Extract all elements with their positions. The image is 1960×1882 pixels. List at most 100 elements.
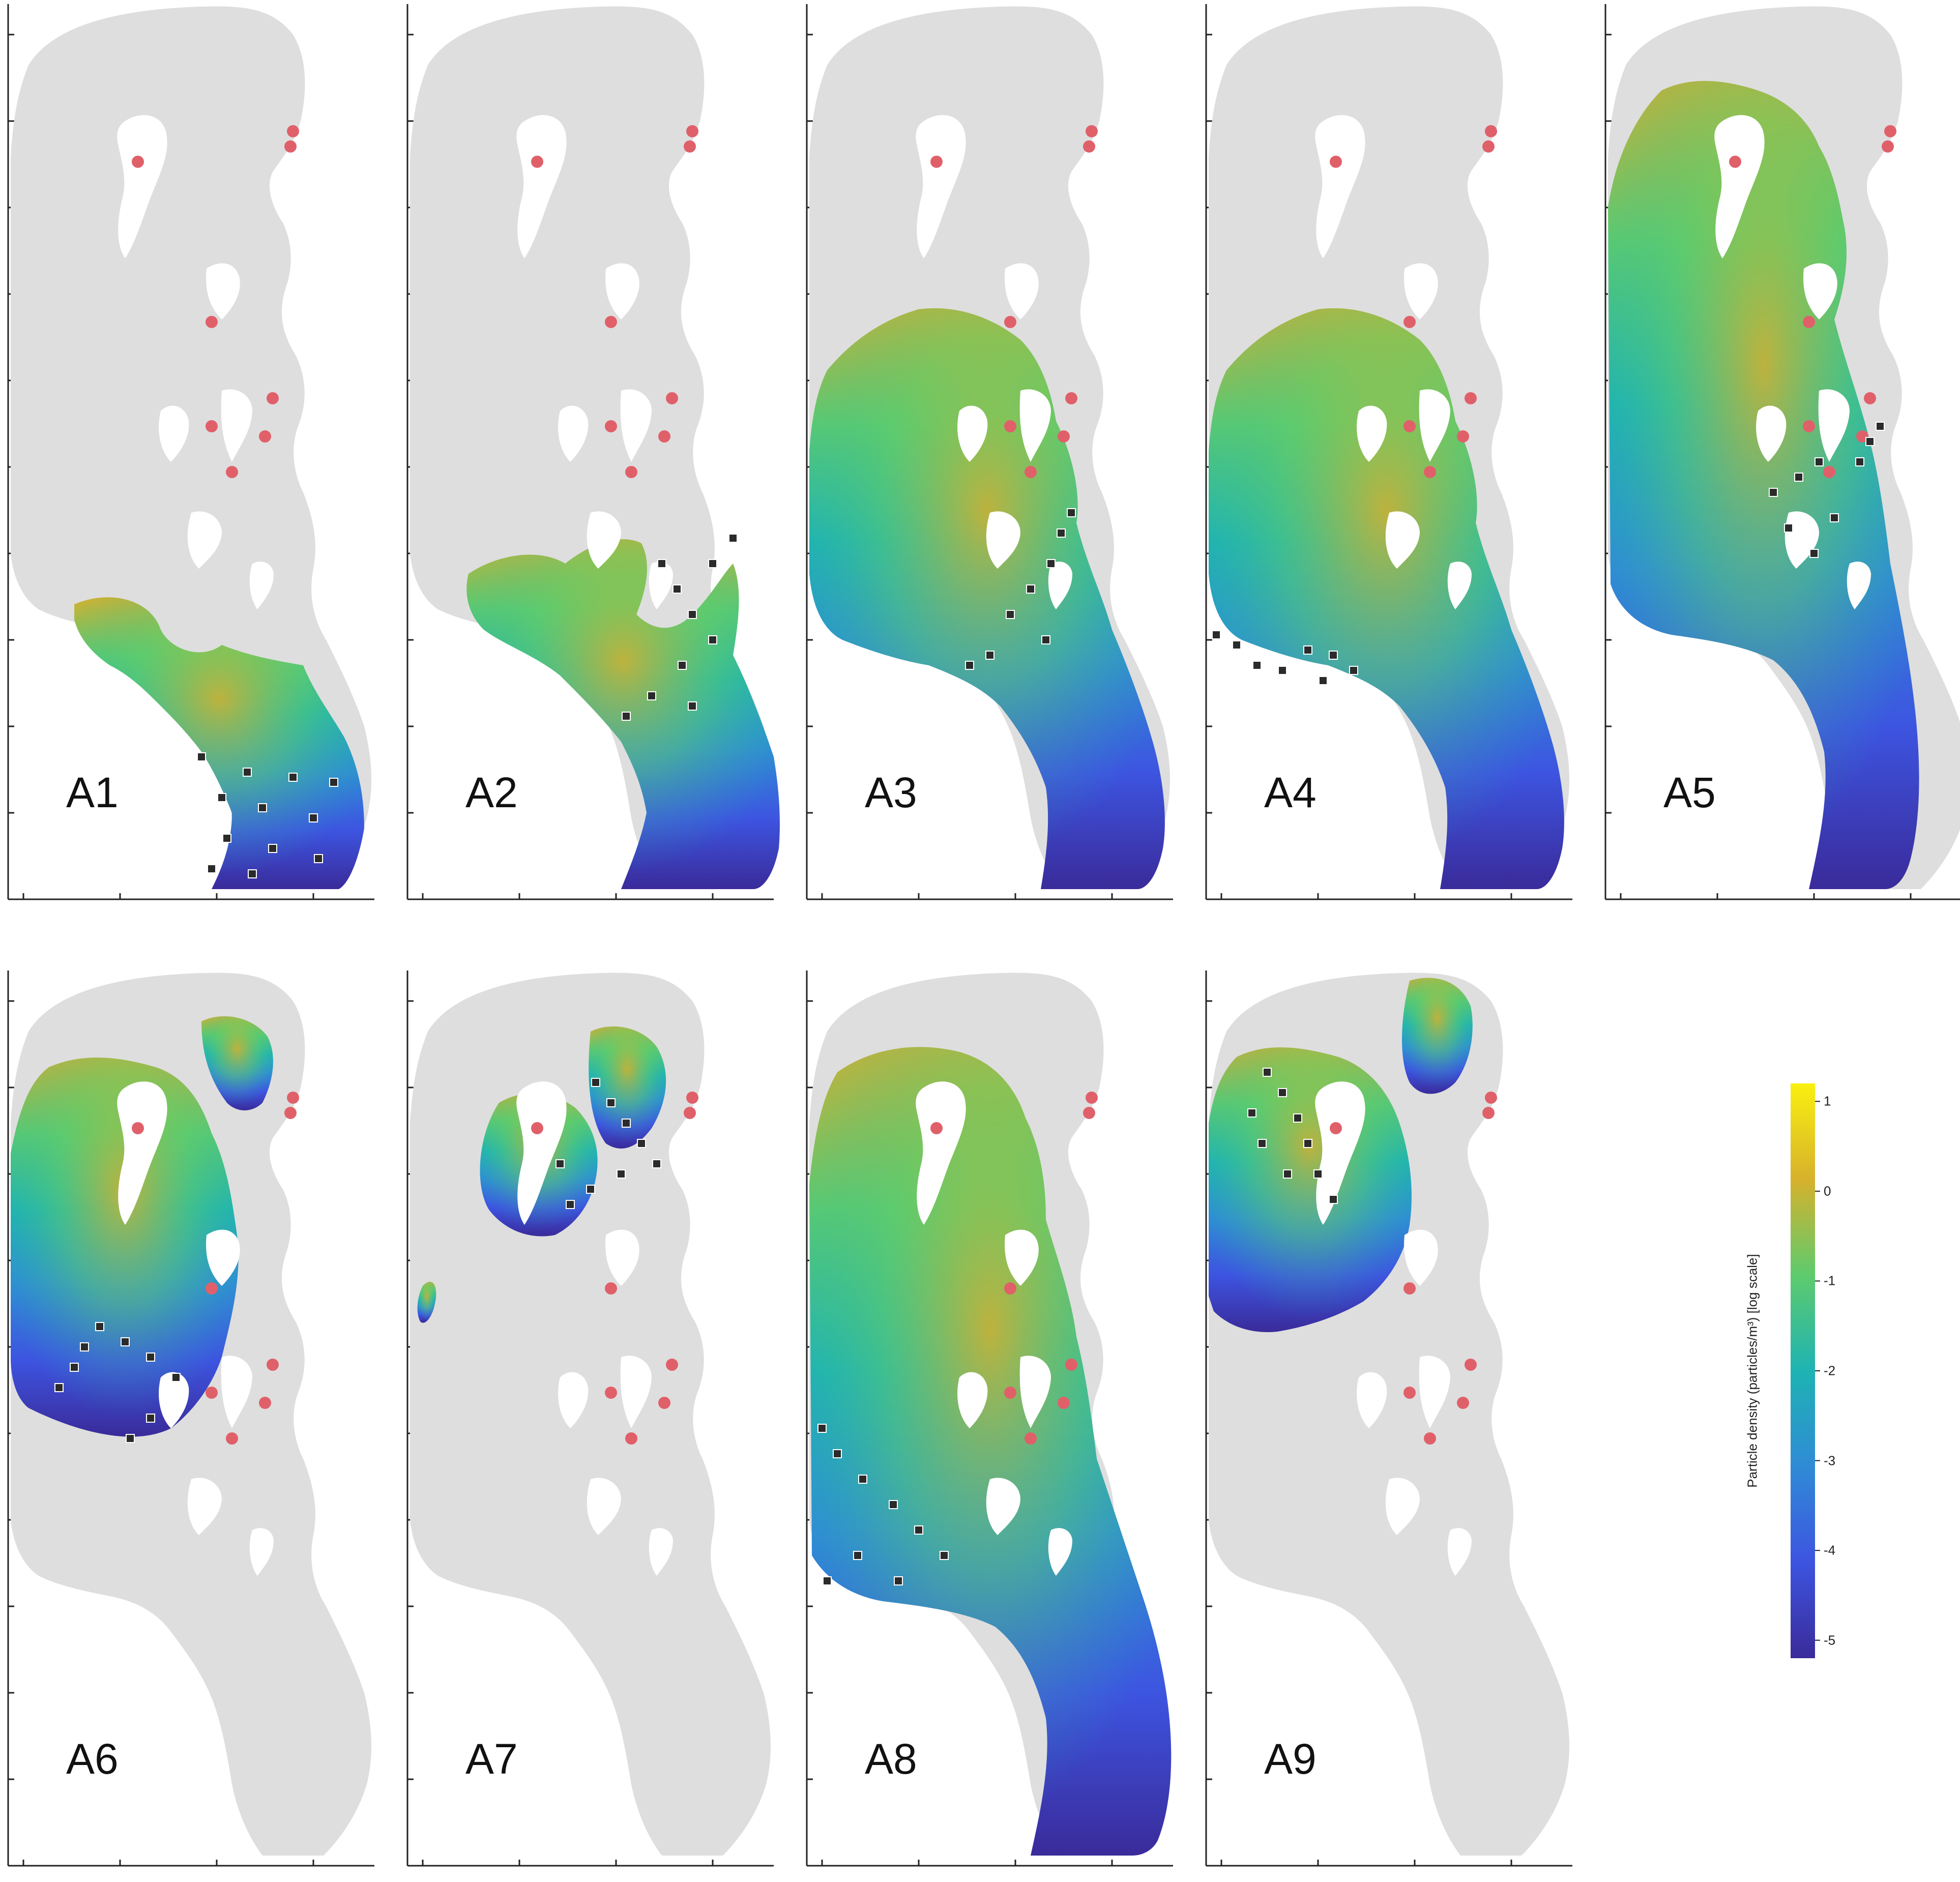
release-marker: [95, 1322, 104, 1331]
site-marker: [1823, 466, 1835, 478]
particle-density-highlight: [417, 1281, 436, 1323]
colorbar-title: Particle density (particles/m³) [log sca…: [1744, 1254, 1760, 1488]
release-marker: [1855, 457, 1864, 466]
site-marker: [1482, 1107, 1495, 1119]
release-marker: [817, 1424, 827, 1433]
site-marker: [1884, 125, 1896, 137]
site-marker: [686, 125, 698, 137]
release-marker: [1252, 661, 1262, 670]
release-marker: [708, 559, 717, 568]
site-marker: [226, 466, 238, 478]
release-marker: [1319, 676, 1328, 685]
site-marker: [930, 1122, 943, 1134]
release-marker: [617, 1169, 626, 1179]
site-marker: [287, 1092, 299, 1104]
loch: [1404, 1229, 1438, 1286]
site-marker: [1803, 420, 1815, 432]
release-marker: [657, 559, 666, 568]
site-marker: [132, 156, 144, 168]
site-marker: [605, 420, 617, 432]
particle-density-highlight: [74, 597, 364, 889]
release-marker: [248, 869, 257, 878]
loch: [249, 1528, 274, 1576]
release-marker: [1247, 1108, 1256, 1118]
site-marker: [206, 316, 218, 328]
site-marker: [1330, 156, 1342, 168]
colorbar-tick-label: -4: [1824, 1542, 1836, 1558]
panel-label: A6: [66, 1735, 119, 1783]
particle-density-highlight: [809, 1047, 1172, 1856]
loch: [986, 511, 1020, 569]
map-panel-a9: A9: [1198, 966, 1595, 1882]
particle-density-highlight: [1608, 81, 1919, 890]
panel-label: A1: [66, 769, 119, 816]
release-marker: [243, 768, 252, 777]
map-panel-a7: A7: [399, 966, 796, 1882]
loch: [117, 1081, 167, 1225]
loch: [605, 263, 639, 319]
release-marker: [1057, 528, 1066, 538]
site-marker: [531, 1122, 543, 1134]
site-marker: [658, 1397, 670, 1409]
particle-density-highlight: [1209, 308, 1564, 890]
loch: [1048, 1528, 1072, 1576]
map-svg: [7, 971, 374, 1867]
release-marker: [1876, 422, 1885, 431]
map-panel-a1: A1: [0, 0, 397, 916]
release-marker: [309, 813, 318, 822]
loch: [221, 389, 252, 462]
loch: [1447, 562, 1472, 609]
release-marker: [329, 778, 338, 787]
release-marker: [54, 1383, 64, 1392]
loch: [221, 1356, 252, 1428]
loch: [916, 1081, 966, 1225]
site-marker: [1083, 1107, 1095, 1119]
site-marker: [1485, 1092, 1497, 1104]
loch: [159, 1372, 189, 1428]
panel-label: A7: [465, 1735, 518, 1783]
panel-label: A3: [865, 769, 917, 816]
particle-density-highlight: [809, 308, 1165, 890]
release-marker: [1026, 584, 1035, 594]
loch: [187, 1478, 222, 1535]
release-marker: [1809, 549, 1819, 558]
map-svg: [1205, 971, 1572, 1867]
loch: [1019, 1356, 1051, 1428]
map-panel-a6: A6: [0, 966, 397, 1882]
release-marker: [288, 773, 298, 782]
release-marker: [1303, 645, 1312, 655]
panel-label: A4: [1264, 769, 1317, 816]
loch: [558, 405, 589, 462]
site-marker: [531, 156, 543, 168]
site-marker: [605, 1282, 617, 1295]
release-marker: [80, 1342, 89, 1351]
loch: [1419, 389, 1450, 462]
release-marker: [1041, 635, 1050, 644]
site-marker: [930, 156, 943, 168]
loch: [916, 115, 966, 259]
release-marker: [268, 844, 277, 853]
site-marker: [1424, 1432, 1436, 1445]
panel-label: A2: [465, 769, 518, 816]
loch: [1048, 562, 1072, 609]
site-marker: [1729, 156, 1741, 168]
loch: [1847, 562, 1871, 609]
site-marker: [1058, 1397, 1070, 1409]
loch: [957, 405, 988, 462]
release-marker: [1303, 1139, 1312, 1148]
release-marker: [940, 1551, 949, 1560]
release-marker: [622, 712, 631, 721]
site-marker: [684, 140, 696, 153]
site-marker: [1803, 316, 1815, 328]
site-marker: [206, 1387, 218, 1399]
release-marker: [985, 651, 994, 660]
loch: [516, 115, 567, 259]
release-marker: [688, 701, 697, 711]
release-marker: [1313, 1169, 1323, 1179]
site-marker: [226, 1432, 238, 1445]
release-marker: [914, 1525, 923, 1535]
site-marker: [267, 1359, 279, 1371]
loch: [558, 1372, 589, 1428]
release-marker: [207, 864, 216, 873]
site-marker: [666, 392, 678, 404]
